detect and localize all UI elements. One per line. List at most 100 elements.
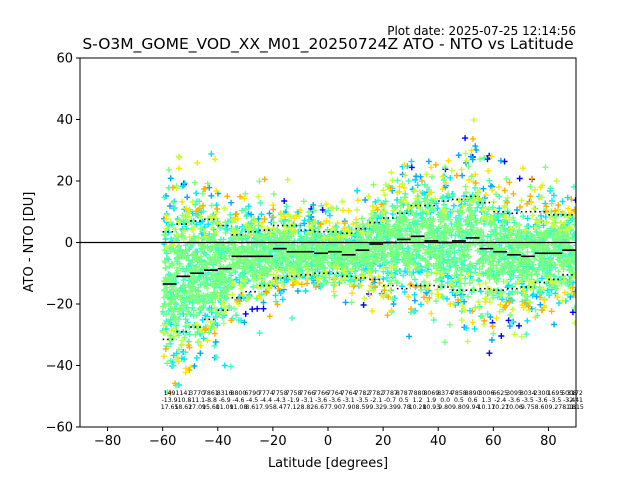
bin-stat-label: 11.09 (216, 404, 234, 411)
bin-stat-label: 18.62 (174, 404, 192, 411)
end-stat-label: -2.41 (567, 397, 583, 404)
bin-stat-label: 10.28 (409, 404, 427, 411)
scatter-marker-group (160, 156, 576, 367)
bin-stat-label: 2300 (534, 390, 550, 397)
bin-stat-label: -4.3 (274, 397, 286, 404)
bin-stat-label: 1.3 (482, 397, 492, 404)
bin-stat-label: 0.5 (454, 397, 464, 404)
bin-stat-label: 7774 (258, 390, 274, 397)
x-axis-ticks: −80 −60 −40 −20 0 20 40 60 80 (94, 427, 557, 449)
bin-stat-label: 1.9 (426, 397, 436, 404)
bin-stat-label: -3.6 (508, 397, 520, 404)
bin-stat-label: 8.18 (562, 404, 576, 411)
bin-stat-label: 9.39 (383, 404, 397, 411)
bin-stat-label: 9.32 (369, 404, 383, 411)
bin-stat-label: 8800 (231, 390, 247, 397)
bin-stat-label: 15.60 (202, 404, 220, 411)
bin-stat-label: -4.6 (232, 397, 244, 404)
bin-stat-label: 9.75 (521, 404, 535, 411)
scatter-marker-group (160, 147, 575, 376)
bin-stat-label: 7766 (299, 390, 315, 397)
x-tick-label: −80 (94, 434, 121, 449)
bin-stat-label: 10.27 (491, 404, 509, 411)
bin-stat-label: -3.1 (301, 397, 313, 404)
bin-stat-label: 3006 (479, 390, 495, 397)
bin-stat-label: 8.59 (356, 404, 370, 411)
bin-stat-label: 8374 (437, 390, 453, 397)
bin-stat-label: -4.4 (260, 397, 272, 404)
bin-stat-label: 5008 (561, 390, 577, 397)
bin-stat-label: -0.7 (384, 397, 396, 404)
bin-stat-label: 10.17 (478, 404, 496, 411)
y-tick-label: 40 (56, 113, 73, 128)
x-tick-label: 20 (375, 434, 392, 449)
bin-stat-label: 1141 (175, 390, 191, 397)
bin-stat-label: 7758 (272, 390, 288, 397)
bin-stat-label: 9.78 (397, 404, 411, 411)
bin-stat-label: 8.60 (535, 404, 549, 411)
bin-stat-label: 8.82 (300, 404, 314, 411)
x-axis-label: Latitude [degrees] (268, 456, 388, 471)
bin-stat-label: 3770 (189, 390, 205, 397)
bin-stat-label: 7764 (327, 390, 343, 397)
bin-statistics-labels: 149-13.917.65 1141-10.818.62 3770-11.117.0… (161, 390, 584, 411)
bin-stat-label: 8.47 (273, 404, 287, 411)
x-tick-label: −60 (149, 434, 176, 449)
bin-stat-label: 6625 (492, 390, 508, 397)
bin-stat-label: 149 (164, 390, 176, 397)
scatter-marker-group (162, 135, 576, 396)
bin-stat-label: -3.6 (536, 397, 548, 404)
x-tick-label: 80 (540, 434, 557, 449)
bin-stat-label: 9.27 (548, 404, 562, 411)
bin-stat-label: -3.6 (329, 397, 341, 404)
end-stat-label: 3172 (567, 390, 583, 397)
scatter-points (159, 117, 576, 396)
bin-stat-label: -4.5 (246, 397, 258, 404)
bin-stat-label: -3.5 (356, 397, 368, 404)
bin-stat-label: -11.1 (189, 397, 205, 404)
bin-stat-label: 8034 (520, 390, 536, 397)
x-tick-label: 0 (324, 434, 332, 449)
plot-date: Plot date: 2025-07-25 12:14:56 (387, 24, 576, 38)
scatter-marker-group (160, 117, 576, 374)
bin-stat-label: 7.90 (342, 404, 356, 411)
y-tick-label: −20 (46, 298, 73, 313)
y-tick-label: 0 (65, 236, 73, 251)
bin-stat-label: 8316 (217, 390, 233, 397)
bin-stat-label: -3.6 (315, 397, 327, 404)
bin-stat-label: -6.9 (219, 397, 231, 404)
bin-stat-label: 7787 (382, 390, 398, 397)
bin-stat-label: 7782 (368, 390, 384, 397)
bin-stat-label: 9.80 (438, 404, 452, 411)
bin-stat-label: -2.4 (494, 397, 506, 404)
bin-stat-label: 1695 (547, 390, 563, 397)
bin-stat-label: 7.90 (328, 404, 342, 411)
bin-stat-label: 10.06 (505, 404, 523, 411)
bin-stat-label: 9.94 (466, 404, 480, 411)
bin-stat-label: 3095 (506, 390, 522, 397)
bin-stat-label: 8787 (396, 390, 412, 397)
y-tick-label: 20 (56, 175, 73, 190)
bin-stat-label: 7.95 (259, 404, 273, 411)
bin-stat-label: -13.9 (162, 397, 178, 404)
y-tick-label: −40 (46, 359, 73, 374)
y-tick-label: 60 (56, 52, 73, 67)
bin-stat-label: -8.8 (205, 397, 217, 404)
y-tick-label: −60 (46, 421, 73, 436)
x-tick-label: 40 (430, 434, 447, 449)
bin-stat-label: 0.0 (440, 397, 450, 404)
bin-mean-markers (162, 235, 576, 285)
bin-stat-label: 7764 (341, 390, 357, 397)
bin-stat-label: 7766 (313, 390, 329, 397)
bin-stat-label: 10.93 (422, 404, 440, 411)
bin-stat-label: 7861 (203, 390, 219, 397)
bin-stat-label: -3.1 (343, 397, 355, 404)
bin-stat-label: -3.5 (549, 397, 561, 404)
bin-stat-label: 0.6 (468, 397, 478, 404)
bin-stat-label: 9.80 (452, 404, 466, 411)
x-tick-label: −40 (204, 434, 231, 449)
y-axis-label: ATO - NTO [DU] (22, 192, 37, 293)
bin-stat-label: 8.61 (245, 404, 259, 411)
end-stat-label: 11.15 (566, 404, 584, 411)
